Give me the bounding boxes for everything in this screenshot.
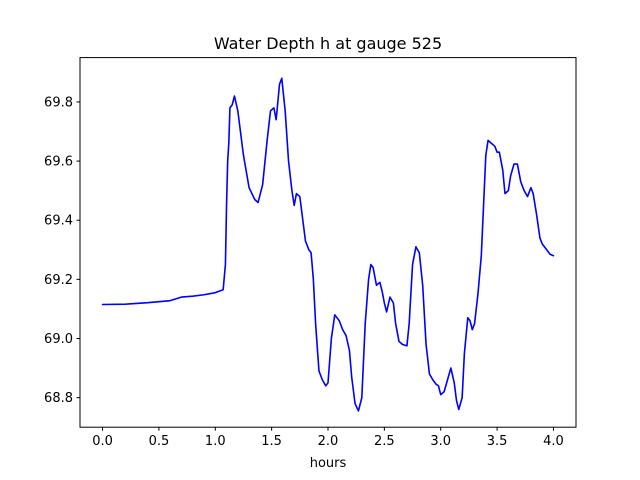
series-line <box>101 77 555 412</box>
y-axis: 68.8 69.0 69.2 69.4 69.6 69.8 <box>44 95 80 406</box>
y-tick-label: 69.4 <box>44 214 73 229</box>
x-tick-label: 2.0 <box>318 434 339 449</box>
x-tick-label: 4.0 <box>543 434 564 449</box>
x-tick-label: 3.0 <box>430 434 451 449</box>
x-tick-label: 3.5 <box>487 434 508 449</box>
y-tick-label: 69.6 <box>44 155 73 170</box>
y-tick-label: 69.8 <box>44 95 73 110</box>
plot-area <box>80 57 576 428</box>
x-tick-label: 0.0 <box>92 434 113 449</box>
x-axis-label: hours <box>310 456 347 471</box>
y-tick-label: 69.0 <box>44 332 73 347</box>
y-tick-label: 69.2 <box>44 273 73 288</box>
chart-title: Water Depth h at gauge 525 <box>214 34 442 53</box>
x-axis: 0.0 0.5 1.0 1.5 2.0 2.5 3.0 3.5 4.0 <box>92 427 564 449</box>
x-tick-label: 0.5 <box>149 434 170 449</box>
y-tick-label: 68.8 <box>44 391 73 406</box>
series-layer <box>101 77 555 412</box>
x-tick-label: 2.5 <box>374 434 395 449</box>
x-tick-label: 1.5 <box>261 434 282 449</box>
x-tick-label: 1.0 <box>205 434 226 449</box>
